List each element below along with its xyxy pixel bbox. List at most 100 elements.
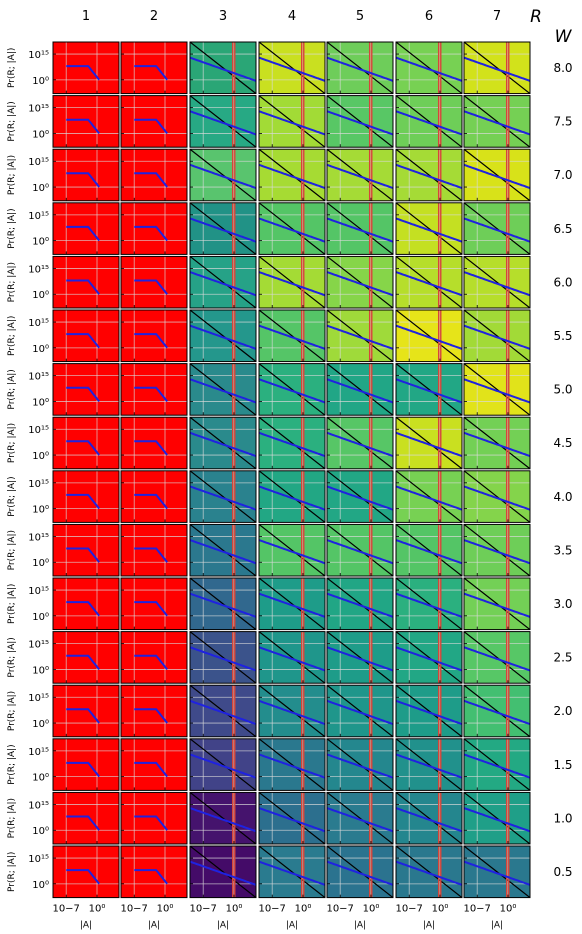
reference-line — [396, 310, 462, 362]
panel — [258, 470, 326, 523]
marker-band — [506, 631, 509, 684]
panel-frame — [326, 845, 394, 899]
x-tick-label: 10⁰ — [157, 904, 174, 915]
panel — [463, 41, 531, 95]
marker-band — [301, 578, 304, 630]
panel-background — [121, 738, 187, 791]
panel-frame — [258, 523, 326, 577]
y-tick-label: 10⁰ — [32, 183, 49, 194]
marker-band — [506, 202, 509, 255]
marker-band — [438, 363, 441, 416]
panel-background — [53, 95, 119, 148]
panel — [120, 738, 188, 791]
data-curve — [259, 431, 325, 458]
reference-line — [396, 363, 462, 416]
y-tick-label: 10⁰ — [32, 773, 49, 784]
panel — [463, 255, 531, 309]
data-curve — [190, 110, 256, 136]
panel-frame — [52, 791, 120, 845]
y-axis-label: Pr(R; |A|) — [7, 476, 17, 516]
panel-frame — [120, 148, 188, 202]
panel — [395, 95, 463, 148]
panel-background — [53, 846, 119, 898]
panel-background — [121, 524, 187, 576]
reference-line — [190, 149, 256, 201]
reference-line — [259, 95, 325, 148]
panel — [463, 202, 531, 255]
panel-frame — [463, 577, 531, 631]
panel-frame — [52, 577, 120, 631]
marker-band — [369, 95, 372, 148]
data-curve — [190, 539, 256, 565]
panel — [395, 202, 463, 255]
marker-band — [232, 524, 235, 576]
panel-frame — [120, 470, 188, 523]
panel-frame — [326, 148, 394, 202]
data-curve — [259, 807, 325, 833]
reference-line — [259, 256, 325, 308]
panel-background — [121, 42, 187, 94]
row-header: 1.0 — [553, 811, 572, 825]
data-curve — [134, 547, 168, 563]
data-curve — [190, 807, 256, 833]
panel — [52, 41, 120, 95]
x-tick-label: 10⁰ — [89, 904, 106, 915]
marker-band — [438, 578, 441, 630]
panel-frame — [258, 255, 326, 309]
marker-band — [301, 846, 304, 898]
y-tick-label: 10¹⁵ — [28, 479, 49, 490]
data-curve — [259, 539, 325, 565]
data-curve — [190, 431, 256, 458]
data-curve — [464, 378, 530, 404]
data-curve — [259, 271, 325, 297]
panel-frame — [395, 577, 463, 631]
data-curve — [66, 547, 100, 563]
data-curve — [327, 110, 393, 136]
panel-frame — [120, 523, 188, 577]
data-curve — [66, 333, 100, 349]
marker-band — [506, 738, 509, 791]
panel — [395, 738, 463, 791]
row-header: 1.5 — [553, 758, 572, 772]
panel — [120, 95, 188, 148]
marker-band — [301, 792, 304, 844]
marker-band — [301, 470, 304, 523]
reference-line — [327, 470, 393, 523]
y-tick-label: 10¹⁵ — [28, 318, 49, 329]
marker-band — [438, 738, 441, 791]
reference-line — [396, 631, 462, 684]
marker-band — [438, 310, 441, 362]
panel-frame — [463, 363, 531, 416]
panel — [326, 791, 394, 845]
reference-line — [464, 792, 530, 845]
panel-frame — [258, 309, 326, 363]
panel-frame — [258, 95, 326, 148]
panel — [52, 363, 120, 416]
x-axis-label: |A| — [423, 921, 435, 931]
panel — [395, 523, 463, 577]
marker-band — [506, 792, 509, 844]
y-tick-label: 10⁰ — [32, 76, 49, 87]
marker-band — [438, 685, 441, 737]
panel — [52, 577, 120, 631]
data-curve — [396, 271, 462, 297]
panel — [120, 416, 188, 470]
panel — [395, 363, 463, 416]
reference-line — [327, 685, 393, 737]
panel — [395, 148, 463, 202]
marker-band — [369, 631, 372, 684]
marker-band — [506, 95, 509, 148]
reference-line — [396, 470, 462, 523]
reference-line — [464, 95, 530, 148]
data-curve — [464, 807, 530, 833]
panel-frame — [326, 738, 394, 791]
panel — [120, 631, 188, 684]
panel — [463, 363, 531, 416]
panel-frame — [395, 41, 463, 95]
marker-band — [369, 792, 372, 844]
panel-frame — [395, 631, 463, 684]
row-header: 2.5 — [553, 651, 572, 665]
marker-band — [506, 524, 509, 576]
panel-frame — [395, 684, 463, 738]
panel — [326, 41, 394, 95]
